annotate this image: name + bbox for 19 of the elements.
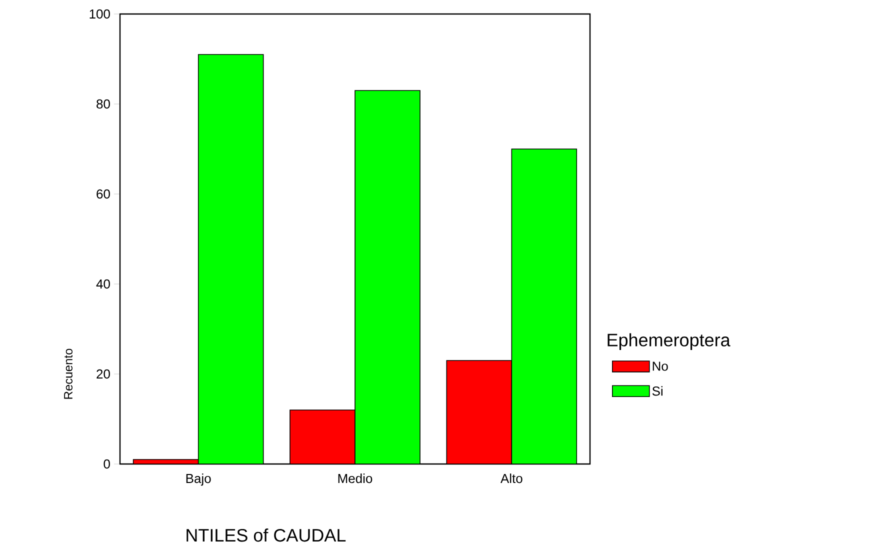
bar [511,148,578,464]
y-tick-label: 40 [96,279,110,289]
bar [446,360,512,464]
x-tick-label: Alto [500,474,522,484]
x-axis-title: NTILES of CAUDAL [186,528,346,542]
y-tick-label: 0 [104,459,110,469]
bar [198,54,264,464]
legend-label: No [652,362,668,371]
y-tick-label: 100 [90,9,110,19]
bar [290,410,356,464]
x-tick-label: Bajo [186,474,211,486]
y-tick-label: 80 [96,99,110,109]
y-tick-label: 20 [96,369,110,379]
bar [355,90,420,464]
y-axis-title: Recuento [64,348,72,399]
y-tick-label: 60 [96,189,110,199]
legend-label: Si [652,386,662,396]
x-tick-label: Medio [338,474,372,484]
legend-title: Ephemeroptera [608,333,730,350]
